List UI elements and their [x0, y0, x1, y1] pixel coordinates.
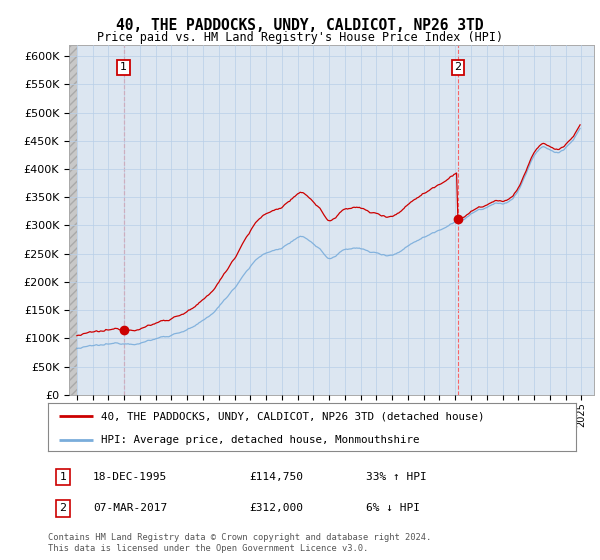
Text: 6% ↓ HPI: 6% ↓ HPI [366, 503, 420, 514]
Bar [69, 45, 77, 395]
Text: 33% ↑ HPI: 33% ↑ HPI [366, 472, 427, 482]
Text: Price paid vs. HM Land Registry's House Price Index (HPI): Price paid vs. HM Land Registry's House … [97, 31, 503, 44]
Text: 40, THE PADDOCKS, UNDY, CALDICOT, NP26 3TD: 40, THE PADDOCKS, UNDY, CALDICOT, NP26 3… [116, 18, 484, 33]
Text: 2: 2 [59, 503, 67, 514]
Text: HPI: Average price, detached house, Monmouthshire: HPI: Average price, detached house, Monm… [101, 435, 419, 445]
Text: 07-MAR-2017: 07-MAR-2017 [93, 503, 167, 514]
Text: 40, THE PADDOCKS, UNDY, CALDICOT, NP26 3TD (detached house): 40, THE PADDOCKS, UNDY, CALDICOT, NP26 3… [101, 411, 484, 421]
Text: Contains HM Land Registry data © Crown copyright and database right 2024.
This d: Contains HM Land Registry data © Crown c… [48, 533, 431, 553]
Text: £312,000: £312,000 [249, 503, 303, 514]
Text: 1: 1 [59, 472, 67, 482]
Text: £114,750: £114,750 [249, 472, 303, 482]
Text: 2: 2 [455, 62, 461, 72]
Text: 1: 1 [120, 62, 127, 72]
Text: 18-DEC-1995: 18-DEC-1995 [93, 472, 167, 482]
